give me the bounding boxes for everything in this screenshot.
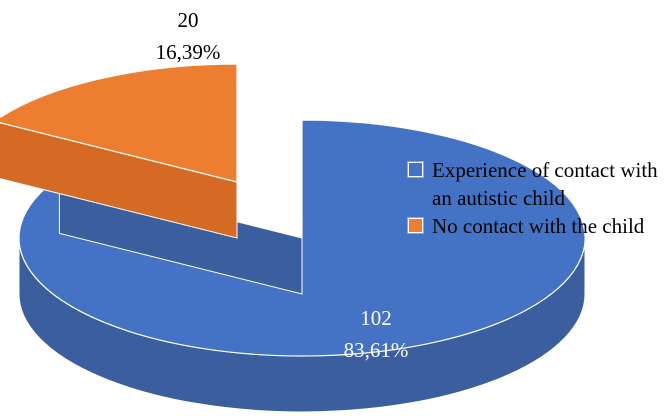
data-label-experience-percent: 83,61% (344, 338, 409, 362)
data-label-experience-value: 102 (360, 306, 392, 330)
data-label-no-contact-percent: 16,39% (156, 40, 221, 64)
data-label-no-contact-value: 20 (178, 8, 199, 32)
legend-swatch-no-contact (407, 217, 424, 234)
chart-legend: Experience of contact with an autistic c… (407, 156, 666, 240)
legend-label-no-contact: No contact with the child (432, 214, 645, 238)
legend-label-experience: Experience of contact with an autistic c… (432, 158, 658, 210)
slice-no-contact-top (0, 63, 238, 183)
legend-item-experience: Experience of contact with an autistic c… (407, 156, 666, 212)
legend-item-no-contact: No contact with the child (407, 212, 666, 240)
legend-swatch-experience (407, 161, 424, 178)
pie-slice-no-contact (0, 63, 238, 239)
